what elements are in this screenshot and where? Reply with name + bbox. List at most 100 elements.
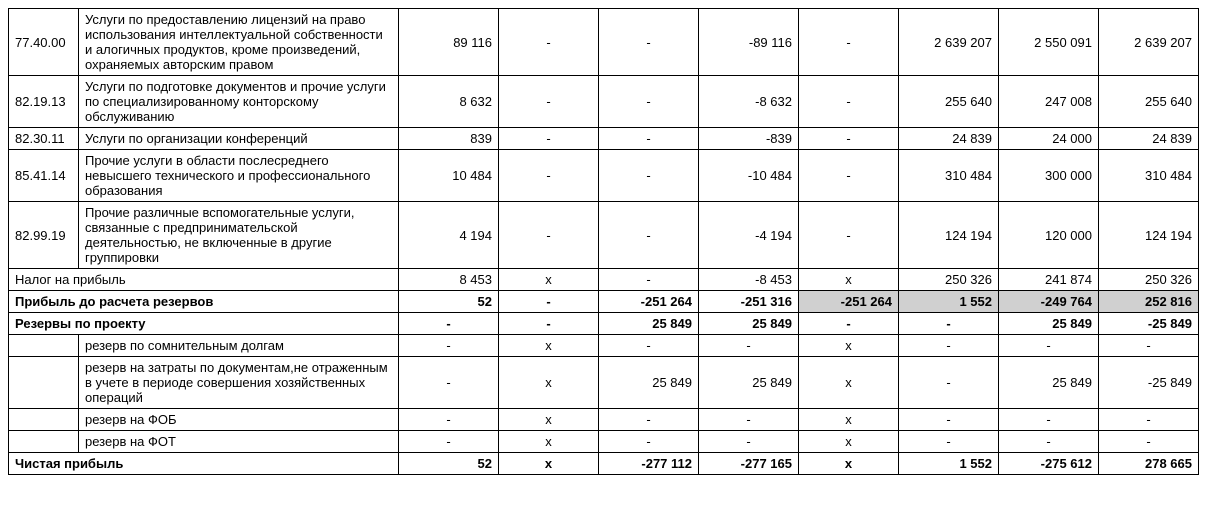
cell-value: 250 326 [1099, 269, 1199, 291]
cell-value: - [899, 431, 999, 453]
empty-cell [9, 357, 79, 409]
cell-value: -89 116 [699, 9, 799, 76]
table-row: 82.99.19Прочие различные вспомогательные… [9, 202, 1199, 269]
profit-before-reserves-label: Прибыль до расчета резервов [9, 291, 399, 313]
reserve-desc: резерв по сомнительным долгам [79, 335, 399, 357]
cell-value: - [799, 202, 899, 269]
cell-value: - [499, 313, 599, 335]
cell-value: - [699, 409, 799, 431]
cell-value: 25 849 [699, 357, 799, 409]
cell-value: - [1099, 431, 1199, 453]
cell-value: 52 [399, 453, 499, 475]
cell-value: 252 816 [1099, 291, 1199, 313]
cell-value: х [499, 335, 599, 357]
cell-value: - [599, 269, 699, 291]
cell-value: -8 632 [699, 76, 799, 128]
cell-value: - [599, 409, 699, 431]
table-row: 82.19.13Услуги по подготовке документов … [9, 76, 1199, 128]
cell-value: х [499, 409, 599, 431]
cell-value: -25 849 [1099, 313, 1199, 335]
cell-value: х [799, 269, 899, 291]
cell-value: - [1099, 335, 1199, 357]
cell-value: 24 000 [999, 128, 1099, 150]
cell-value: 255 640 [899, 76, 999, 128]
cell-value: - [999, 335, 1099, 357]
cell-value: - [899, 313, 999, 335]
cell-value: - [999, 431, 1099, 453]
cell-value: х [799, 335, 899, 357]
cell-value: - [399, 357, 499, 409]
cell-value: -8 453 [699, 269, 799, 291]
cell-value: 241 874 [999, 269, 1099, 291]
cell-value: 89 116 [399, 9, 499, 76]
cell-value: 8 632 [399, 76, 499, 128]
net-profit-row: Чистая прибыль52х-277 112-277 165х1 552-… [9, 453, 1199, 475]
cell-value: х [799, 453, 899, 475]
cell-value: -251 316 [699, 291, 799, 313]
reserve-desc: резерв на ФОТ [79, 431, 399, 453]
reserve-subrow: резерв на ФОБ-х--х--- [9, 409, 1199, 431]
empty-cell [9, 409, 79, 431]
cell-value: 2 639 207 [1099, 9, 1199, 76]
table-row: 85.41.14Прочие услуги в области послесре… [9, 150, 1199, 202]
cell-value: 25 849 [599, 357, 699, 409]
reserve-subrow: резерв по сомнительным долгам-х--х--- [9, 335, 1199, 357]
cell-value: - [799, 128, 899, 150]
cell-value: - [799, 150, 899, 202]
empty-cell [9, 431, 79, 453]
cell-value: - [799, 313, 899, 335]
reserve-desc: резерв на ФОБ [79, 409, 399, 431]
empty-cell [9, 335, 79, 357]
cell-value: - [399, 431, 499, 453]
cell-value: 2 639 207 [899, 9, 999, 76]
cell-value: х [799, 431, 899, 453]
cell-value: - [499, 76, 599, 128]
cell-value: -251 264 [799, 291, 899, 313]
reserves-header-row: Резервы по проекту--25 84925 849--25 849… [9, 313, 1199, 335]
cell-value: 124 194 [1099, 202, 1199, 269]
cell-value: -4 194 [699, 202, 799, 269]
cell-value: - [399, 409, 499, 431]
cell-value: 25 849 [999, 357, 1099, 409]
cell-value: - [599, 128, 699, 150]
row-desc: Услуги по предоставлению лицензий на пра… [79, 9, 399, 76]
cell-value: -10 484 [699, 150, 799, 202]
row-desc: Прочие различные вспомогательные услуги,… [79, 202, 399, 269]
cell-value: - [599, 9, 699, 76]
cell-value: -251 264 [599, 291, 699, 313]
cell-value: 2 550 091 [999, 9, 1099, 76]
cell-value: х [499, 431, 599, 453]
cell-value: - [399, 313, 499, 335]
cell-value: 300 000 [999, 150, 1099, 202]
cell-value: - [799, 76, 899, 128]
cell-value: -277 165 [699, 453, 799, 475]
row-code: 82.19.13 [9, 76, 79, 128]
net-profit-label: Чистая прибыль [9, 453, 399, 475]
cell-value: - [1099, 409, 1199, 431]
cell-value: х [499, 453, 599, 475]
cell-value: - [899, 357, 999, 409]
cell-value: 310 484 [1099, 150, 1199, 202]
reserve-subrow: резерв на затраты по документам,не отраж… [9, 357, 1199, 409]
cell-value: - [999, 409, 1099, 431]
row-code: 85.41.14 [9, 150, 79, 202]
reserve-desc: резерв на затраты по документам,не отраж… [79, 357, 399, 409]
cell-value: - [599, 431, 699, 453]
cell-value: 250 326 [899, 269, 999, 291]
cell-value: 4 194 [399, 202, 499, 269]
cell-value: 124 194 [899, 202, 999, 269]
cell-value: - [599, 335, 699, 357]
cell-value: - [499, 9, 599, 76]
cell-value: 1 552 [899, 453, 999, 475]
cell-value: 247 008 [999, 76, 1099, 128]
cell-value: -277 112 [599, 453, 699, 475]
cell-value: - [699, 431, 799, 453]
table-row: 77.40.00Услуги по предоставлению лицензи… [9, 9, 1199, 76]
cell-value: - [399, 335, 499, 357]
cell-value: - [899, 409, 999, 431]
profit-before-reserves-row: Прибыль до расчета резервов52--251 264-2… [9, 291, 1199, 313]
row-desc: Прочие услуги в области послесреднего не… [79, 150, 399, 202]
row-code: 77.40.00 [9, 9, 79, 76]
tax-label: Налог на прибыль [9, 269, 399, 291]
cell-value: - [699, 335, 799, 357]
